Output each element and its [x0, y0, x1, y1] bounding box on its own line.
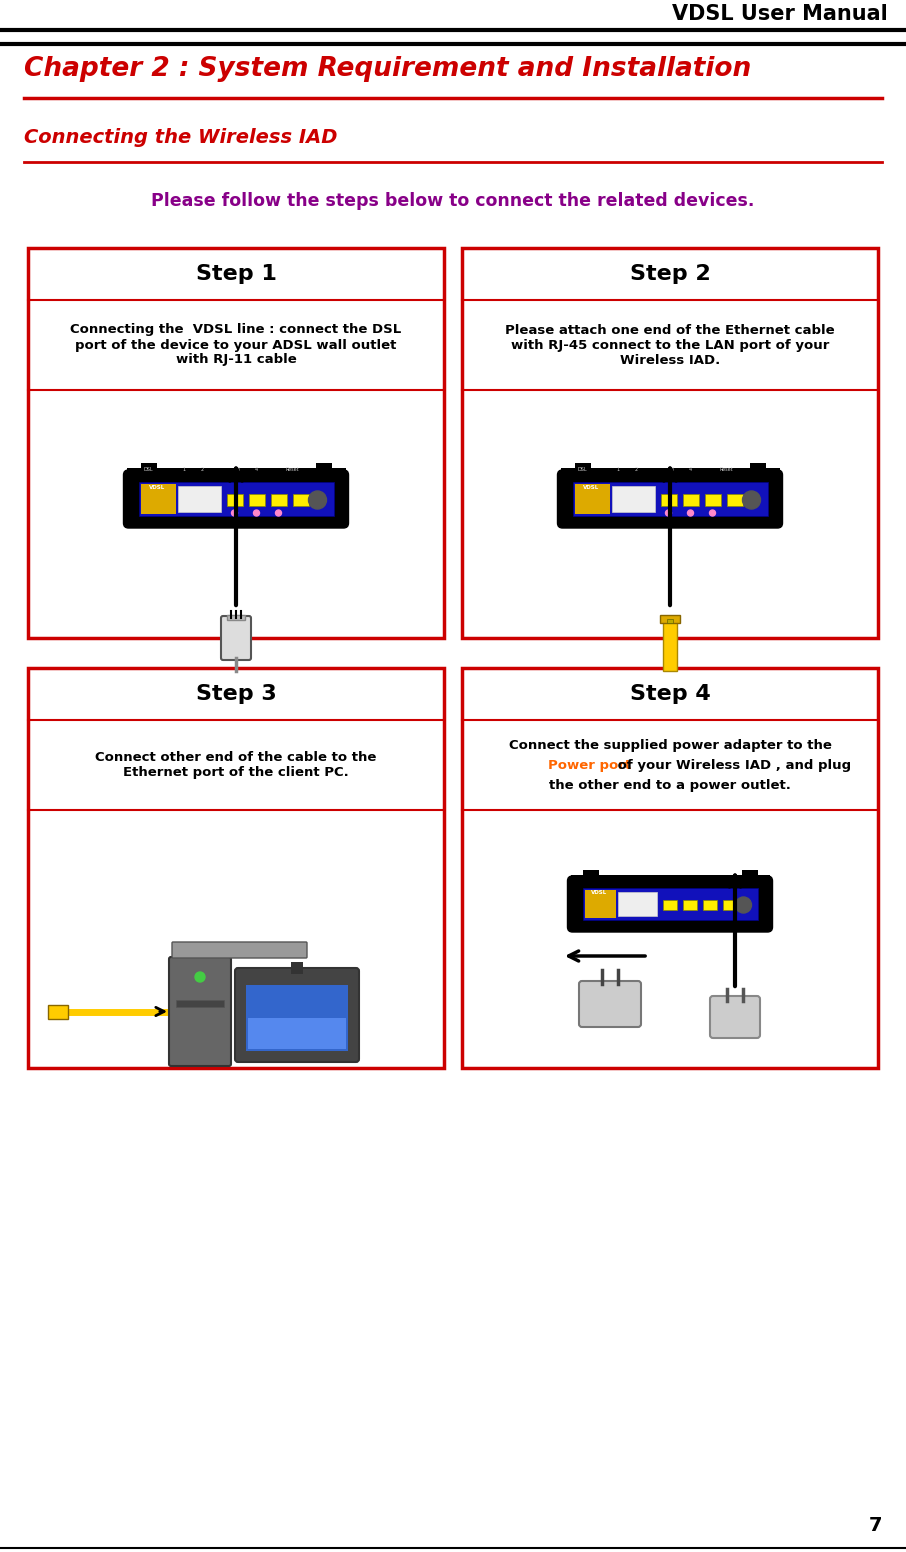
Text: of your Wireless IAD , and plug: of your Wireless IAD , and plug	[613, 759, 851, 771]
Text: Step 3: Step 3	[196, 684, 276, 705]
Text: the other end to a power outlet.: the other end to a power outlet.	[549, 779, 791, 792]
Bar	[722, 900, 737, 909]
FancyBboxPatch shape	[567, 875, 773, 933]
FancyBboxPatch shape	[28, 667, 444, 1068]
Bar	[682, 494, 699, 506]
Text: Reset: Reset	[285, 467, 299, 472]
Circle shape	[195, 972, 205, 982]
Circle shape	[709, 511, 716, 515]
Bar	[178, 486, 220, 512]
Bar	[271, 494, 286, 506]
Text: 2: 2	[201, 467, 204, 472]
Bar	[48, 1004, 68, 1018]
Text: 4: 4	[689, 467, 692, 472]
Text: Please follow the steps below to connect the related devices.: Please follow the steps below to connect…	[151, 192, 755, 210]
Bar	[127, 469, 345, 475]
Bar	[140, 462, 157, 469]
Bar	[574, 484, 610, 514]
Bar	[705, 494, 720, 506]
Text: Connecting the Wireless IAD: Connecting the Wireless IAD	[24, 127, 338, 147]
FancyBboxPatch shape	[235, 968, 359, 1062]
Text: 1: 1	[617, 467, 620, 472]
Text: VDSL User Manual: VDSL User Manual	[672, 5, 888, 23]
Bar	[573, 483, 767, 515]
FancyBboxPatch shape	[169, 958, 231, 1066]
Text: 3: 3	[671, 467, 674, 472]
Circle shape	[688, 511, 693, 515]
FancyBboxPatch shape	[462, 667, 878, 1068]
Circle shape	[254, 511, 259, 515]
Bar	[727, 494, 743, 506]
Bar	[140, 484, 176, 514]
Circle shape	[743, 490, 760, 509]
Bar	[291, 962, 303, 975]
Bar	[667, 619, 673, 622]
Circle shape	[309, 490, 326, 509]
FancyBboxPatch shape	[579, 981, 641, 1027]
Text: Connecting the  VDSL line : connect the DSL
port of the device to your ADSL wall: Connecting the VDSL line : connect the D…	[71, 323, 401, 366]
Bar	[293, 494, 309, 506]
Bar	[662, 900, 677, 909]
Bar	[248, 1018, 346, 1049]
FancyBboxPatch shape	[172, 942, 307, 958]
Bar	[176, 999, 224, 1007]
Text: Step 2: Step 2	[630, 264, 710, 284]
Bar	[315, 462, 332, 469]
Bar	[741, 871, 757, 875]
Text: DSL: DSL	[144, 467, 153, 472]
Circle shape	[736, 897, 751, 913]
Circle shape	[232, 511, 237, 515]
Text: Reset: Reset	[719, 467, 733, 472]
Bar	[584, 889, 616, 917]
FancyBboxPatch shape	[221, 616, 251, 660]
Text: VDSL: VDSL	[583, 484, 599, 490]
Text: Please attach one end of the Ethernet cable
with RJ-45 connect to the LAN port o: Please attach one end of the Ethernet ca…	[506, 323, 834, 366]
Bar	[226, 494, 243, 506]
Circle shape	[275, 511, 282, 515]
Text: VDSL: VDSL	[591, 889, 607, 896]
Bar	[663, 621, 677, 670]
Bar	[574, 462, 591, 469]
Bar	[583, 871, 599, 875]
Text: Step 1: Step 1	[196, 264, 276, 284]
Bar	[682, 900, 697, 909]
FancyBboxPatch shape	[123, 470, 349, 528]
Bar	[248, 494, 265, 506]
Text: 7: 7	[869, 1516, 882, 1535]
Bar	[612, 486, 654, 512]
Bar	[583, 888, 757, 920]
FancyBboxPatch shape	[28, 248, 444, 638]
Bar	[702, 900, 717, 909]
Text: Chapter 2 : System Requirement and Installation: Chapter 2 : System Requirement and Insta…	[24, 56, 751, 82]
Bar	[660, 615, 680, 622]
Bar	[246, 986, 348, 1051]
Bar	[139, 483, 333, 515]
Text: DSL: DSL	[578, 467, 587, 472]
FancyBboxPatch shape	[462, 248, 878, 638]
Text: 4: 4	[255, 467, 258, 472]
Text: 1: 1	[183, 467, 186, 472]
Bar	[618, 892, 657, 916]
Text: 2: 2	[635, 467, 638, 472]
Text: Step 4: Step 4	[630, 684, 710, 705]
Bar	[749, 462, 766, 469]
FancyBboxPatch shape	[557, 470, 783, 528]
Text: 3: 3	[237, 467, 240, 472]
Text: Connect other end of the cable to the
Ethernet port of the client PC.: Connect other end of the cable to the Et…	[95, 751, 377, 779]
Text: Power port: Power port	[548, 759, 631, 771]
Bar	[561, 469, 779, 475]
FancyBboxPatch shape	[710, 996, 760, 1038]
Text: Connect the supplied power adapter to the: Connect the supplied power adapter to th…	[508, 739, 832, 751]
Text: VDSL: VDSL	[149, 484, 165, 490]
Bar	[227, 615, 245, 619]
Circle shape	[666, 511, 671, 515]
Bar	[571, 875, 769, 882]
Bar	[660, 494, 677, 506]
